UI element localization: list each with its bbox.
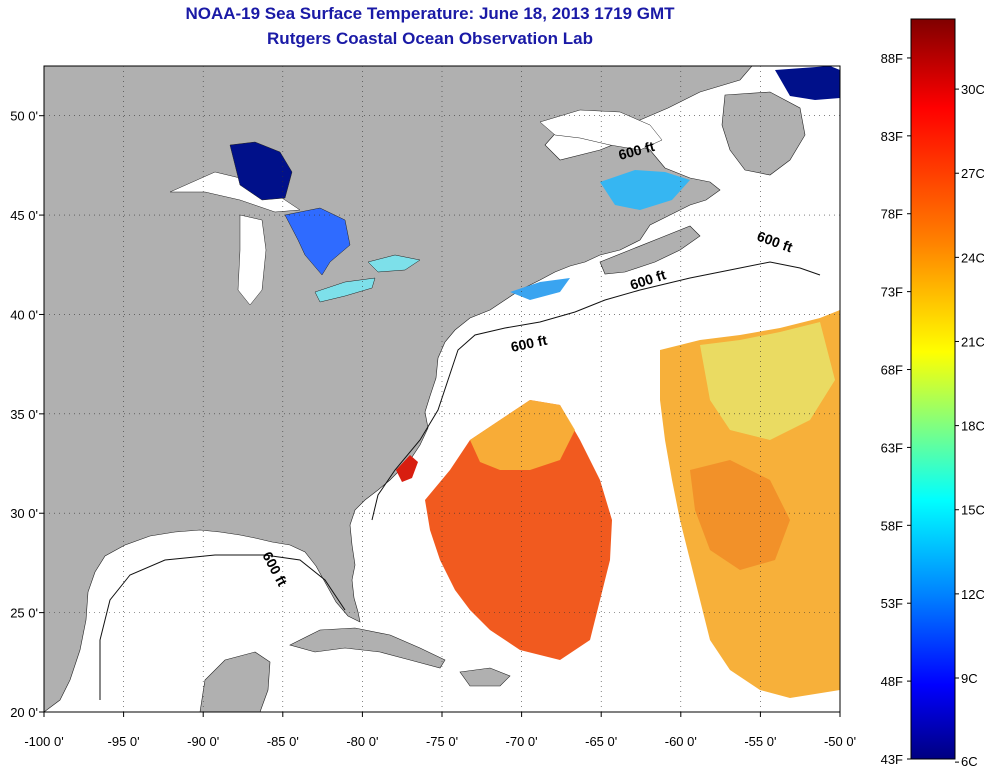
land-yucatan xyxy=(199,651,271,712)
colorbar-label-c: 15C xyxy=(961,503,984,518)
lon-tick-label: -65 0' xyxy=(585,734,617,749)
colorbar-label-f: 73F xyxy=(881,285,903,300)
lake-ontario xyxy=(367,254,421,273)
lat-tick-label: 30 0' xyxy=(10,506,38,521)
land-nova-scotia xyxy=(599,225,701,275)
lon-tick-label: -85 0' xyxy=(267,734,299,749)
coastal-sst-patch xyxy=(510,278,570,300)
lake-nipigon xyxy=(229,141,293,201)
lon-tick-label: -95 0' xyxy=(108,734,140,749)
lat-tick-label: 25 0' xyxy=(10,606,38,621)
colorbar xyxy=(910,18,956,760)
lon-tick-label: -70 0' xyxy=(506,734,538,749)
lon-tick-label: -55 0' xyxy=(744,734,776,749)
labrador-sea-patch xyxy=(775,66,840,100)
lon-tick-label: -60 0' xyxy=(665,734,697,749)
colorbar-label-c: 6C xyxy=(961,754,978,769)
colorbar-label-f: 88F xyxy=(881,51,903,66)
colorbar-label-f: 48F xyxy=(881,674,903,689)
sst-swath-east-cool xyxy=(700,322,835,440)
colorbar-label-c: 21C xyxy=(961,334,984,349)
colorbar-label-c: 9C xyxy=(961,671,978,686)
gulf-sst-patch xyxy=(600,170,690,210)
colorbar-label-f: 43F xyxy=(881,752,903,767)
map-grid xyxy=(39,66,841,717)
colorbar-label-f: 63F xyxy=(881,440,903,455)
sst-swath-central-warm xyxy=(470,400,575,470)
land-newfoundland xyxy=(721,91,806,176)
colorbar-label-c: 12C xyxy=(961,587,984,602)
land-hispaniola xyxy=(459,667,511,687)
lake-erie xyxy=(314,277,376,303)
lon-tick-label: -100 0' xyxy=(24,734,63,749)
sst-capehatteras xyxy=(396,455,418,482)
lon-tick-label: -50 0' xyxy=(824,734,856,749)
longitude-labels: -100 0' -95 0' -90 0' -85 0' -80 0' -75 0' -70… xyxy=(24,734,856,749)
colorbar-label-f: 58F xyxy=(881,518,903,533)
map-subtitle: Rutgers Coastal Ocean Observation Lab xyxy=(267,29,593,48)
colorbar-label-f: 68F xyxy=(881,363,903,378)
latitude-labels: 50 0' 45 0' 40 0' 35 0' 30 0' 25 0' 20 0' xyxy=(10,109,38,720)
lat-tick-label: 50 0' xyxy=(10,109,38,124)
colorbar-label-f: 78F xyxy=(881,207,903,222)
lat-tick-label: 40 0' xyxy=(10,307,38,322)
gulf-st-lawrence xyxy=(539,109,663,151)
colorbar-label-c: 18C xyxy=(961,419,984,434)
lat-tick-label: 20 0' xyxy=(10,705,38,720)
colorbar-label-c: 27C xyxy=(961,166,984,181)
sst-swath-central xyxy=(425,400,612,660)
land-cuba xyxy=(289,627,446,669)
colorbar-label-f: 83F xyxy=(881,129,903,144)
sst-swath-east-warm xyxy=(690,460,790,570)
lat-tick-label: 35 0' xyxy=(10,407,38,422)
lake-michigan xyxy=(237,214,267,306)
lake-superior xyxy=(169,171,301,213)
map-title: NOAA-19 Sea Surface Temperature: June 18… xyxy=(185,4,675,23)
lat-tick-label: 45 0' xyxy=(10,208,38,223)
isobath-label: 600 ft xyxy=(509,332,548,355)
colorbar-label-c: 30C xyxy=(961,82,984,97)
colorbar-celsius-labels: 30C 27C 24C 21C 18C 15C 12C 9C 6C xyxy=(955,82,984,769)
lake-huron xyxy=(284,207,351,276)
colorbar-label-f: 53F xyxy=(881,596,903,611)
isobath-600ft xyxy=(99,261,821,700)
colorbar-fahrenheit-labels: 88F 83F 78F 73F 68F 63F 58F 53F 48F 43F xyxy=(881,51,911,767)
colorbar-label-c: 24C xyxy=(961,250,984,265)
lon-tick-label: -75 0' xyxy=(426,734,458,749)
lon-tick-label: -80 0' xyxy=(346,734,378,749)
lon-tick-label: -90 0' xyxy=(187,734,219,749)
